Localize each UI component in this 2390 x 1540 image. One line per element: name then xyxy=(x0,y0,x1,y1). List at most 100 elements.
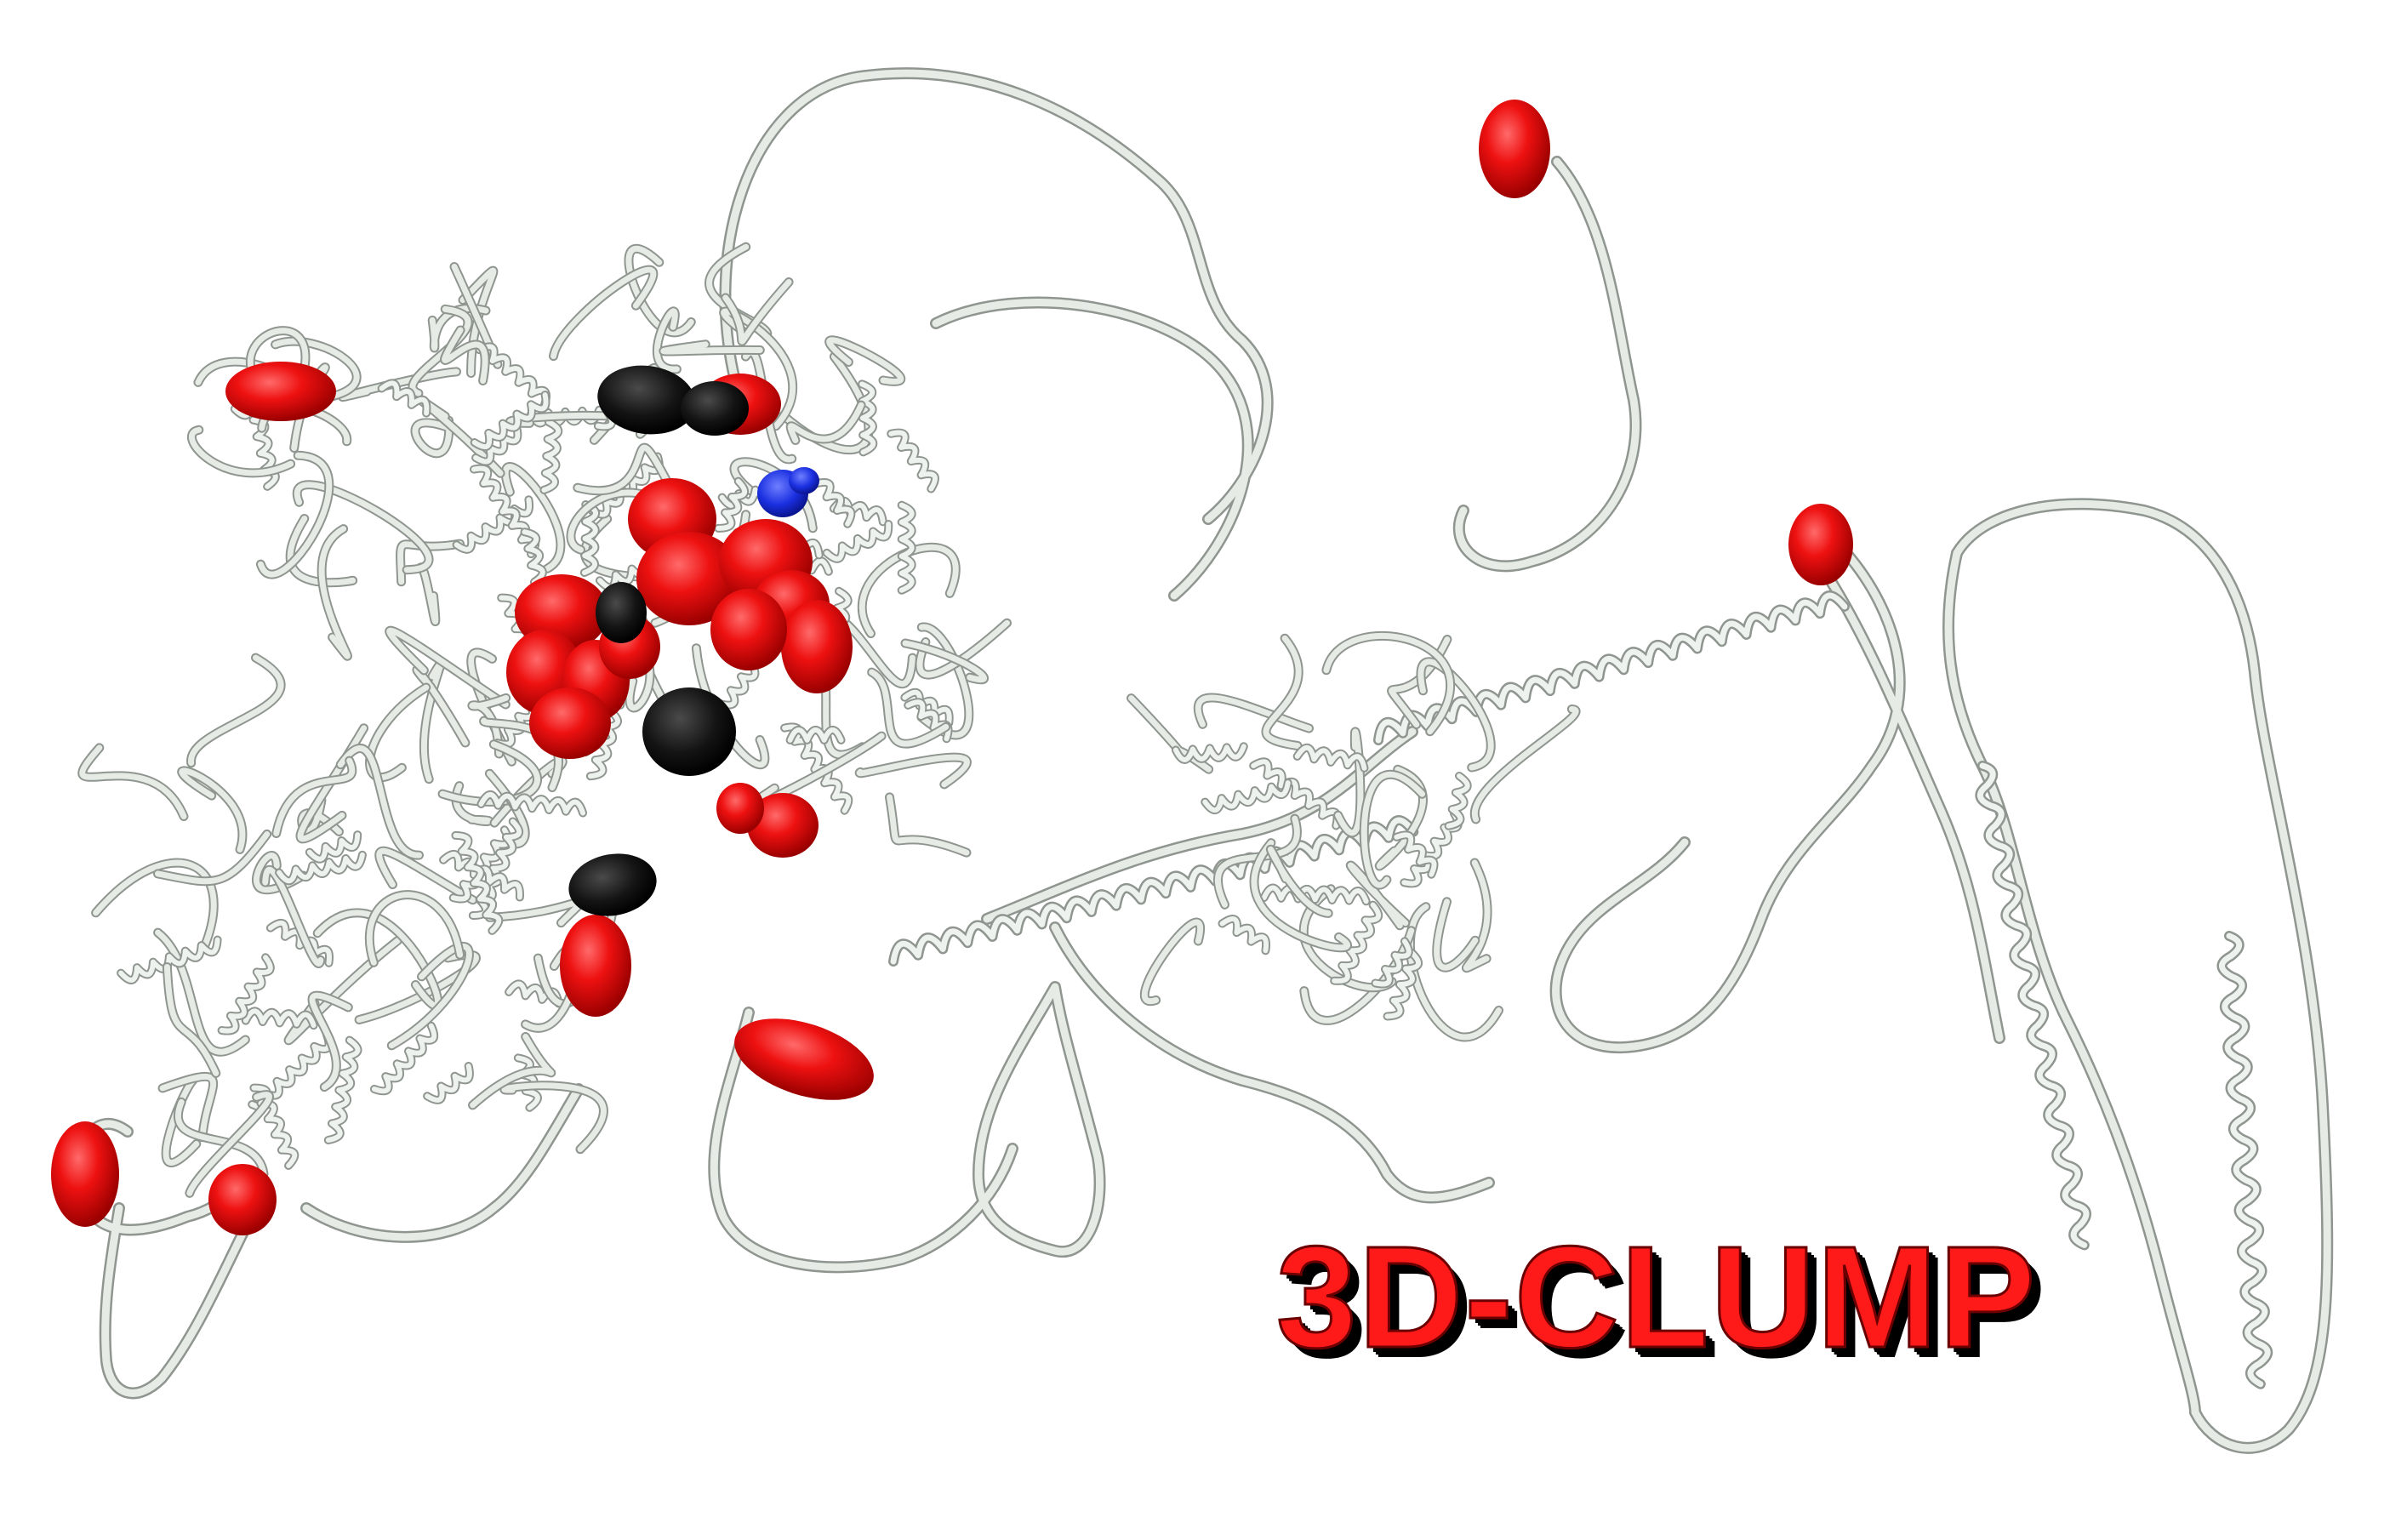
ribbon-segment xyxy=(1463,859,1491,972)
ribbon-segment xyxy=(247,328,309,380)
helix-segment xyxy=(1202,780,1291,813)
ribbon-segment xyxy=(174,1097,269,1178)
red-residue xyxy=(636,532,742,625)
ribbon-segment xyxy=(693,645,768,768)
ribbon-segment xyxy=(188,426,294,476)
ribbon-segment xyxy=(309,992,351,1091)
helix-segment xyxy=(1372,938,1412,987)
helix-segment xyxy=(371,1023,437,1094)
helix-segment xyxy=(1384,950,1422,1019)
ribbon-segment xyxy=(1195,694,1312,732)
ribbon-segment xyxy=(262,866,324,967)
red-residue xyxy=(560,915,631,1017)
ribbon-segment xyxy=(186,653,286,768)
ribbon-segment xyxy=(869,669,950,747)
ribbon-segment xyxy=(824,335,906,386)
helix-segment xyxy=(306,832,361,862)
ribbon-segment xyxy=(442,327,488,384)
ribbon-segment xyxy=(885,792,972,858)
ribbon-segment xyxy=(294,482,432,573)
ribbon-segment xyxy=(916,619,1010,678)
helix-segment xyxy=(473,424,521,465)
helix-segment xyxy=(425,1063,472,1103)
ribbon-segment xyxy=(550,266,657,360)
ribbon-segment xyxy=(625,245,694,336)
ribbon-segment xyxy=(787,402,864,443)
ribbon-segment xyxy=(412,417,453,457)
black-residue xyxy=(681,381,749,436)
red-residue xyxy=(734,1018,874,1100)
black-residue-cluster xyxy=(568,365,749,916)
blue-residue xyxy=(757,467,819,517)
ribbon-segment xyxy=(1251,840,1350,951)
ribbon-segment xyxy=(1347,862,1409,929)
ribbon-segment xyxy=(1406,904,1502,1041)
ribbon-segment xyxy=(188,654,284,767)
ribbon-segment xyxy=(481,717,562,791)
ribbon-segment xyxy=(856,754,970,788)
helix-segment xyxy=(581,502,599,575)
ribbon-segment xyxy=(272,338,360,402)
ribbon-segment xyxy=(722,279,792,345)
ribbon-segment xyxy=(337,745,422,858)
ribbon-segment xyxy=(1434,898,1479,971)
figure-title: 3D-CLUMP xyxy=(1275,1217,2038,1378)
ribbon-segment xyxy=(660,341,763,355)
black-residue xyxy=(642,687,736,776)
ribbon-segment xyxy=(887,794,970,856)
ribbon-segment xyxy=(1417,659,1494,771)
black-residue xyxy=(568,853,657,916)
ribbon-segment xyxy=(273,757,356,836)
ribbon-segment xyxy=(469,694,510,757)
helix-segment xyxy=(242,1008,317,1029)
ribbon-segment xyxy=(187,425,296,478)
ribbon-segment xyxy=(470,1034,555,1109)
helix-segment xyxy=(476,344,550,408)
ribbon-segment xyxy=(1471,706,1579,823)
ribbon-segment xyxy=(1267,846,1332,916)
ribbon-segment xyxy=(1141,919,1203,1005)
helix-segment xyxy=(1294,744,1367,771)
red-residue xyxy=(781,600,853,693)
red-residue xyxy=(1479,100,1550,198)
helix-segment xyxy=(902,689,952,726)
ribbon-segment xyxy=(1139,917,1205,1007)
red-residue xyxy=(225,362,336,421)
helix-segment xyxy=(453,832,502,933)
ribbon-segment xyxy=(1335,728,1364,836)
helix-segment xyxy=(1172,744,1246,762)
helix-segment xyxy=(441,851,522,900)
ribbon-segment xyxy=(451,264,501,368)
red-residue xyxy=(208,1164,277,1235)
ribbon-segment xyxy=(93,859,217,951)
ribbon-segment xyxy=(574,444,671,494)
helix-segment xyxy=(782,724,852,813)
ribbon-segment xyxy=(77,743,189,821)
helix-segment xyxy=(379,380,430,416)
helix-segment xyxy=(898,502,915,593)
ribbon-segment xyxy=(163,964,220,1076)
ribbon-segment xyxy=(1323,633,1454,735)
ribbon-segment xyxy=(1389,636,1451,728)
helix-segment xyxy=(1332,902,1382,984)
ribbon-segment xyxy=(79,744,187,819)
ribbon-segment xyxy=(257,452,333,578)
helix-segment xyxy=(888,430,938,492)
ribbon-segment xyxy=(159,1073,217,1141)
helix-segment xyxy=(118,937,220,983)
helix-segment xyxy=(219,955,273,1034)
protein-core-tangle xyxy=(77,242,1581,1198)
helix-segment xyxy=(267,920,333,966)
ribbon-segment xyxy=(287,516,357,586)
ribbon-segment xyxy=(653,308,680,373)
helix-segment xyxy=(1394,832,1437,877)
ribbon-segment xyxy=(376,847,476,904)
red-residue xyxy=(710,589,787,670)
ribbon-segment xyxy=(502,464,564,572)
helix-segment xyxy=(1251,759,1340,829)
ribbon-segment xyxy=(179,767,246,853)
highlighted-residues xyxy=(51,100,1853,1235)
helix-segment xyxy=(1446,773,1470,829)
red-residue xyxy=(529,687,611,759)
